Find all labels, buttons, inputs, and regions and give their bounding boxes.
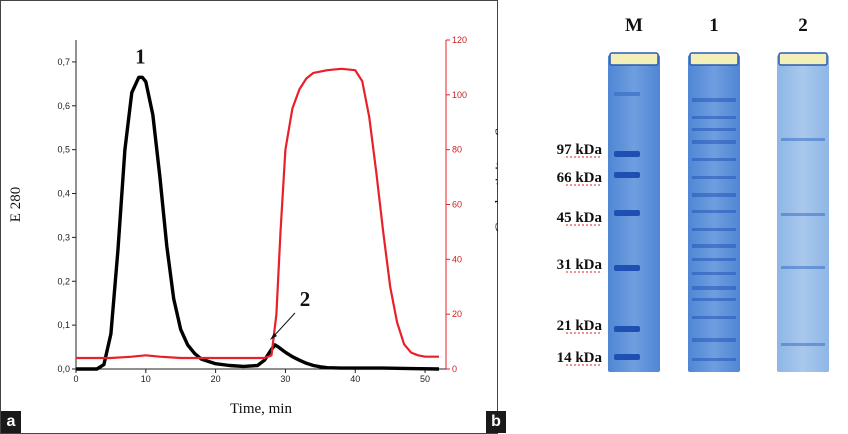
marker-band (614, 210, 640, 216)
y-tick-label: 0,4 (57, 189, 70, 199)
peak-2-label: 2 (300, 287, 311, 311)
gel-lane-peak-1 (688, 55, 740, 372)
lane-1-band (692, 258, 736, 261)
x-tick-label: 50 (420, 374, 430, 384)
marker-band (614, 265, 640, 271)
marker-band (614, 354, 640, 360)
panel-a-label: a (1, 411, 21, 433)
lane-1-band (692, 244, 736, 248)
y-tick-label: 0,2 (57, 276, 70, 286)
gel-well (778, 52, 828, 66)
lane-1-band (692, 140, 736, 144)
y-tick-label: 0,6 (57, 101, 70, 111)
x-tick-label: 30 (280, 374, 290, 384)
lane-label-peak-1: 1 (709, 15, 719, 36)
lane-2-band (781, 213, 825, 216)
lane-2-band (781, 266, 825, 269)
y2-tick-label: 20 (452, 309, 462, 319)
lane-1-band (692, 176, 736, 179)
lane-1-band (692, 98, 736, 102)
marker-size-label: 66 kDa (557, 170, 603, 186)
lane-1-band (692, 298, 736, 301)
sds-page-gel: M 1 2 97 kDa 66 kDa 45 kDa 31 kDa 21 kDa 14 kDa (557, 15, 829, 372)
chromatogram-chart: 0 10 20 30 40 50 0,0 0,1 0,2 0,3 0,4 0,5 0,6 0,7 0 20 40… (8, 35, 498, 417)
y2-tick-label: 80 (452, 145, 462, 155)
lane-1-band (692, 358, 736, 361)
lane-1-band (692, 193, 736, 197)
lane-1-band (692, 116, 736, 119)
lane-2-band (781, 138, 825, 141)
marker-size-label: 31 kDa (557, 257, 603, 273)
y-tick-label: 0,3 (57, 232, 70, 242)
lane-label-peak-2: 2 (798, 15, 808, 36)
y2-tick-label: 60 (452, 200, 462, 210)
lane-1-band (692, 128, 736, 131)
y-tick-label: 0,1 (57, 320, 70, 330)
y-tick-label: 0,7 (57, 57, 70, 67)
gel-well (689, 52, 739, 66)
x-tick-label: 10 (141, 374, 151, 384)
peak-2-arrow-shaft (272, 312, 296, 338)
lane-1-band (692, 210, 736, 213)
peak-2-arrow-head (270, 333, 277, 340)
y2-tick-label: 100 (452, 90, 467, 100)
lane-1-band (692, 338, 736, 342)
lane-1-band (692, 316, 736, 319)
marker-band (614, 151, 640, 157)
x-tick-label: 40 (350, 374, 360, 384)
marker-band (614, 92, 640, 96)
marker-band (614, 172, 640, 178)
y-axis-title: E 280 (8, 187, 24, 222)
y2-tick-label: 0 (452, 364, 457, 374)
peak-1-label: 1 (135, 44, 146, 68)
y-tick-label: 0,0 (57, 364, 70, 374)
lane-label-marker: M (625, 15, 643, 36)
lane-1-band (692, 228, 736, 231)
marker-size-label: 14 kDa (557, 350, 603, 366)
marker-size-label: 45 kDa (557, 210, 603, 226)
lane-2-band (781, 343, 825, 346)
marker-size-label: 21 kDa (557, 318, 603, 334)
series-line-e280 (76, 75, 440, 371)
lane-1-band (692, 286, 736, 290)
gel-well (609, 52, 659, 66)
x-axis-title: Time, min (230, 401, 292, 417)
y2-axis-title: Conductivity, mS (493, 128, 498, 233)
y2-tick-label: 40 (452, 254, 462, 264)
panel-b-label: b (486, 411, 506, 433)
series-line-conductivity (76, 67, 439, 360)
lane-1-band (692, 158, 736, 161)
y-tick-label: 0,5 (57, 145, 70, 155)
x-tick-label: 20 (211, 374, 221, 384)
y2-tick-label: 120 (452, 35, 467, 45)
marker-size-label: 97 kDa (557, 142, 603, 158)
lane-1-band (692, 272, 736, 275)
x-tick-label: 0 (73, 374, 78, 384)
marker-band (614, 326, 640, 332)
